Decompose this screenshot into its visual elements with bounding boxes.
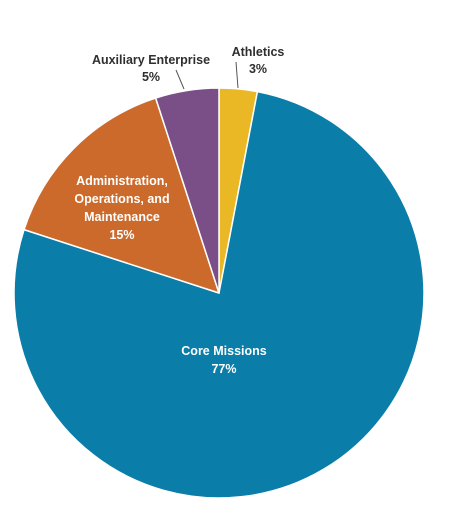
pie-slice-administration [23, 97, 220, 294]
leader-line-auxiliary-enterprise [175, 69, 185, 90]
slice-label-athletics: Athletics [232, 45, 285, 59]
slice-label-administration: Administration, Operations, and Maintenanc… [74, 174, 169, 224]
slice-label-core-missions: Core Missions [181, 344, 266, 358]
slice-value-auxiliary-enterprise: 5% [142, 70, 160, 84]
leader-line-athletics [235, 61, 239, 89]
slice-label-line: Core Missions [181, 344, 266, 358]
slice-label-line: Administration, [76, 174, 168, 188]
slice-value-athletics: 3% [249, 62, 267, 76]
slice-value-administration: 15% [109, 228, 134, 242]
slice-label-line: Auxiliary Enterprise [92, 53, 210, 67]
pie-slice-core-missions [13, 90, 425, 499]
slice-label-line: Maintenance [84, 210, 160, 224]
slice-label-auxiliary-enterprise: Auxiliary Enterprise [92, 53, 210, 67]
slice-label-line: Athletics [232, 45, 285, 59]
slice-label-line: Operations, and [74, 192, 169, 206]
slice-value-core-missions: 77% [211, 362, 236, 376]
pie-slice-auxiliary-enterprise [154, 87, 220, 294]
